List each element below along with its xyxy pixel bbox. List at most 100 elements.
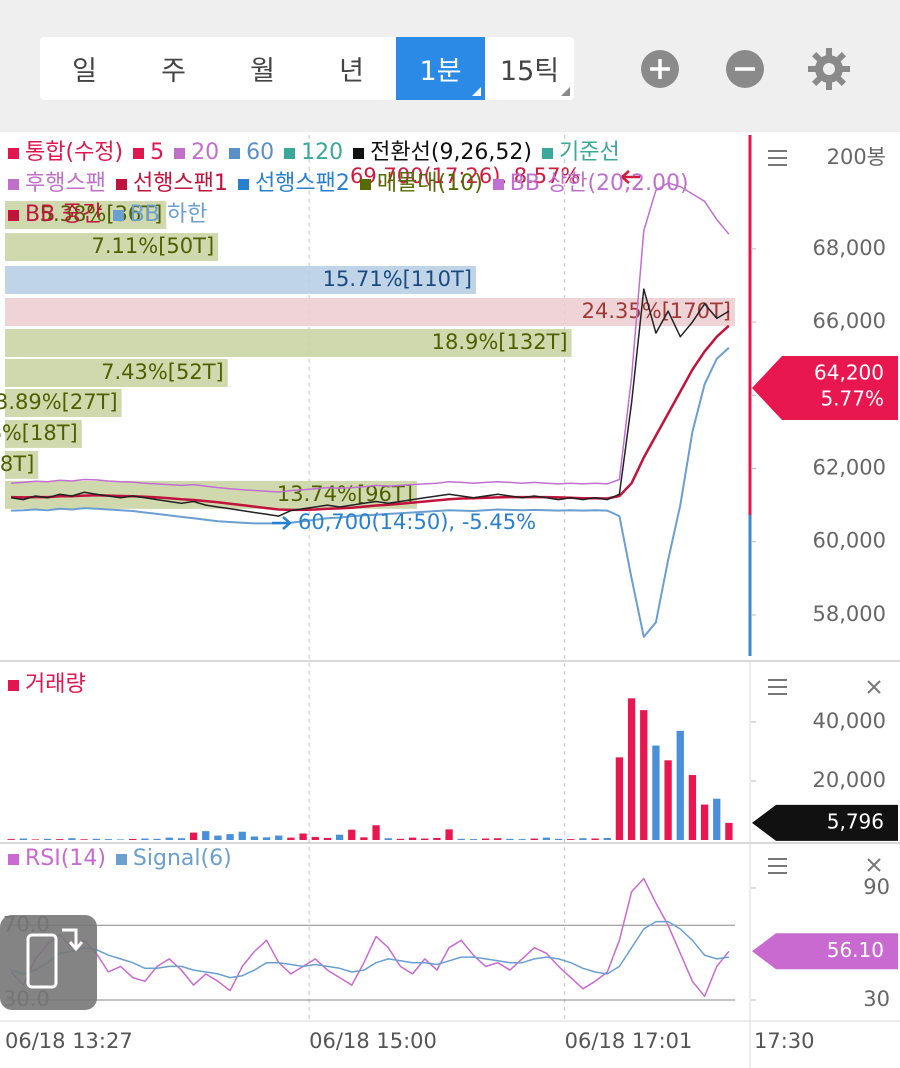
volume-bar: [214, 835, 222, 840]
volume-bar: [627, 698, 636, 840]
volume-bar: [725, 822, 733, 840]
volume-profile-bar: [5, 419, 82, 448]
current-volume: 5,796: [827, 809, 884, 833]
y-tick-label: 20,000: [813, 768, 886, 792]
volume-bar: [202, 831, 210, 840]
volume-profile-label: 5.38%[36T]: [40, 202, 163, 226]
x-tick-label: 06/18 17:01: [565, 1029, 693, 1053]
button-bg: [0, 915, 97, 1010]
volume-bar: [615, 757, 624, 840]
volume-bar: [335, 834, 344, 840]
x-tick-label: 06/18 15:00: [309, 1029, 437, 1053]
volume-bar: [554, 838, 563, 840]
volume-bar: [518, 839, 526, 840]
close-icon[interactable]: [867, 858, 881, 872]
period-tab[interactable]: 1분: [396, 37, 485, 100]
volume-bar: [372, 825, 380, 840]
tab-label: 년: [339, 56, 364, 87]
period-tab[interactable]: 년: [307, 37, 396, 100]
volume-profile-label: 7.43%[52T]: [101, 360, 224, 384]
volume-bar: [713, 798, 721, 840]
y-tick-label: 66,000: [813, 309, 886, 333]
volume-bar: [603, 837, 611, 840]
rsi-line: [10, 877, 730, 998]
tab-label: 일: [72, 56, 97, 87]
x-tick-label: 06/18 13:27: [5, 1029, 133, 1053]
volume-bar: [104, 839, 113, 840]
volume-bar: [153, 838, 161, 840]
volume-profile-bar: [5, 233, 219, 262]
volume-bar: [31, 839, 40, 840]
gear-hole: [823, 63, 835, 75]
volume-bar: [141, 838, 149, 840]
period-tab[interactable]: 월: [218, 37, 307, 100]
volume-bar: [80, 839, 88, 840]
volume-bar: [469, 839, 478, 840]
y-tick-label: 40,000: [813, 709, 886, 733]
tab-label: 1분: [419, 56, 462, 87]
price-line: [11, 182, 730, 493]
volume-bar: [262, 837, 271, 840]
volume-profile-bar: [5, 298, 735, 327]
period-tab[interactable]: 15틱: [485, 37, 574, 100]
volume-bar: [7, 839, 15, 840]
volume-bar: [445, 829, 453, 840]
volume-legend: 거래량: [8, 666, 86, 698]
volume-bar: [640, 710, 648, 840]
tab-corner: [561, 87, 570, 96]
rsi-line: [10, 920, 730, 979]
close-icon[interactable]: [867, 680, 881, 694]
screen-rotate-button[interactable]: [0, 915, 97, 1010]
tab-label: 월: [250, 56, 275, 87]
y-tick-label: 60,000: [813, 529, 886, 553]
volume-profile-bar: [5, 388, 122, 417]
menu-icon[interactable]: [768, 858, 787, 874]
high-arrow: [620, 170, 640, 184]
bar-count: 200봉: [827, 145, 886, 169]
volume-bar: [433, 837, 441, 840]
plot-area: 06/18 13:27 06/18 15:00 06/18 17:01 17:30 68…: [0, 135, 898, 1053]
current-rsi-tag: [752, 933, 898, 970]
tab-label: 주: [161, 56, 186, 87]
y-tick-label: 58,000: [813, 602, 886, 626]
current-price: 64,200: [814, 360, 884, 384]
menu-icon[interactable]: [768, 150, 787, 166]
low-annotation: 60,700(14:50), -5.45%: [298, 510, 536, 534]
volume-profile-bar: [5, 358, 228, 387]
period-tab[interactable]: 주: [129, 37, 218, 100]
current-price-tag: [752, 355, 898, 420]
volume-profile-bar: [5, 328, 572, 357]
settings-button[interactable]: [799, 39, 858, 98]
volume-bar: [408, 837, 417, 840]
current-change: 5.77%: [820, 386, 884, 410]
volume-profile-label: 1.11%[8T]: [0, 452, 34, 476]
volume-bar: [19, 838, 27, 840]
volume-bar: [299, 833, 307, 840]
x-end-label: 17:30: [754, 1029, 815, 1053]
tab-corner: [472, 87, 481, 96]
volume-bar: [481, 838, 490, 840]
volume-profile-label: 15.71%[110T]: [323, 267, 472, 291]
y-tick-label: 30: [863, 987, 890, 1011]
legend-label: Signal(6): [132, 846, 232, 871]
volume-bar: [676, 730, 684, 840]
legend-item: RSI(14): [8, 846, 106, 871]
current-rsi: 56.10: [827, 938, 884, 962]
volume-bar: [238, 831, 246, 840]
volume-profile-bar: [5, 450, 39, 479]
rsi-legend: RSI(14) Signal(6): [8, 846, 232, 871]
volume-bar: [506, 838, 514, 840]
menu-icon[interactable]: [768, 679, 787, 695]
volume-bar: [189, 832, 198, 840]
volume-profile-label: 3.89%[27T]: [0, 390, 118, 414]
volume-bar: [177, 838, 186, 840]
volume-bar: [360, 837, 368, 840]
volume-bar: [311, 837, 319, 840]
period-tab[interactable]: 일: [40, 37, 129, 100]
volume-profile-bar: [5, 200, 167, 229]
volume-bar: [287, 837, 295, 840]
volume-bar: [567, 839, 575, 840]
phone-icon: [26, 933, 58, 989]
